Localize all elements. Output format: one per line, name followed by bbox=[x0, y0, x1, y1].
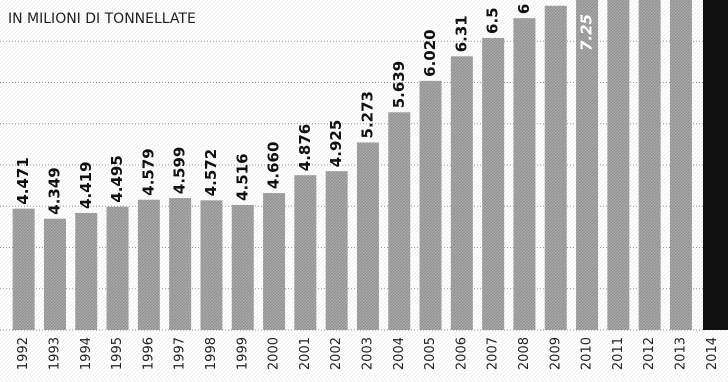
x-tick-label: 1994 bbox=[79, 337, 94, 370]
x-tick-label: 2005 bbox=[423, 337, 438, 370]
bar bbox=[513, 18, 536, 331]
value-label: 4.495 bbox=[108, 155, 126, 202]
value-label: 7.25 bbox=[578, 14, 596, 51]
bar bbox=[263, 193, 286, 330]
x-tick-label: 2008 bbox=[517, 337, 532, 370]
value-label: 4.419 bbox=[77, 161, 95, 208]
bar bbox=[638, 0, 661, 330]
value-label: 4.572 bbox=[202, 149, 220, 196]
plot-area: 4.471 4.349 4.419 4.495 4.579 4.599 4.572 4.516… bbox=[0, 0, 703, 331]
bar bbox=[482, 37, 505, 330]
x-tick-label: 2004 bbox=[392, 337, 407, 370]
value-label: 4.599 bbox=[171, 147, 189, 194]
bar bbox=[419, 80, 442, 330]
value-label: 4.660 bbox=[265, 142, 283, 189]
bar bbox=[325, 171, 348, 330]
x-tick-label: 2011 bbox=[611, 337, 626, 370]
value-label: 4.349 bbox=[45, 167, 63, 214]
x-tick-label: 2002 bbox=[329, 337, 344, 370]
value-label: 6.31 bbox=[452, 15, 470, 52]
x-tick-label: 2000 bbox=[267, 337, 282, 370]
x-tick-label: 2010 bbox=[580, 337, 595, 370]
value-label: 6 bbox=[515, 4, 533, 14]
x-tick-label: 1998 bbox=[204, 337, 219, 370]
x-tick-label: 2007 bbox=[486, 337, 501, 370]
value-label: 4.471 bbox=[14, 157, 32, 204]
x-tick-label: 2006 bbox=[454, 337, 469, 370]
x-tick-label: 1996 bbox=[141, 337, 156, 370]
bar bbox=[450, 56, 473, 330]
x-tick-label: 2001 bbox=[298, 337, 313, 370]
bar bbox=[388, 112, 411, 330]
x-tick-label: 2003 bbox=[360, 337, 375, 370]
value-label: 4.516 bbox=[233, 153, 251, 200]
value-label: 6.020 bbox=[421, 29, 439, 76]
x-tick-label: 1999 bbox=[235, 337, 250, 370]
x-tick-label: 1997 bbox=[173, 337, 188, 370]
bar bbox=[607, 0, 630, 330]
bar bbox=[106, 206, 129, 330]
bar bbox=[12, 208, 35, 330]
bar bbox=[75, 212, 98, 330]
side-panel bbox=[703, 0, 728, 330]
x-tick-label: 1995 bbox=[110, 337, 125, 370]
value-label: 4.876 bbox=[296, 124, 314, 171]
value-label: 4.579 bbox=[139, 148, 157, 195]
bar bbox=[669, 0, 692, 330]
x-tick-label: 1992 bbox=[16, 337, 31, 370]
bar bbox=[544, 5, 567, 331]
bar bbox=[137, 199, 160, 330]
chart-title: IN MILIONI DI TONNELLATE bbox=[8, 11, 196, 27]
x-tick-label: 2013 bbox=[673, 337, 688, 370]
x-tick-label: 2014 bbox=[705, 337, 720, 370]
value-label: 6.5 bbox=[484, 7, 502, 34]
x-tick-label: 2012 bbox=[642, 337, 657, 370]
value-label: 5.273 bbox=[358, 91, 376, 138]
bar bbox=[169, 198, 192, 330]
x-tick-label: 2009 bbox=[548, 337, 563, 370]
x-tick-label: 1993 bbox=[47, 337, 62, 370]
value-label: 4.925 bbox=[327, 120, 345, 167]
bar bbox=[43, 218, 66, 330]
bar bbox=[294, 175, 317, 330]
bar bbox=[200, 200, 223, 330]
bar bbox=[576, 0, 599, 330]
bar bbox=[356, 142, 379, 330]
value-label: 5.639 bbox=[390, 61, 408, 108]
bar bbox=[231, 204, 254, 330]
